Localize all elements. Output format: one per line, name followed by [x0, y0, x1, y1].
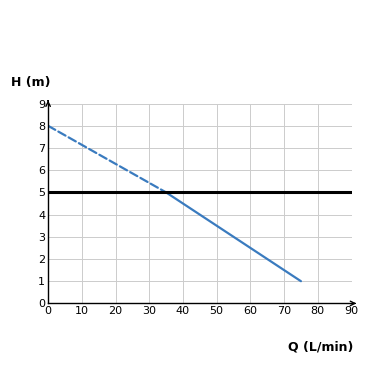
- Text: Q (L/min): Q (L/min): [288, 340, 353, 353]
- Text: H (m): H (m): [11, 76, 51, 89]
